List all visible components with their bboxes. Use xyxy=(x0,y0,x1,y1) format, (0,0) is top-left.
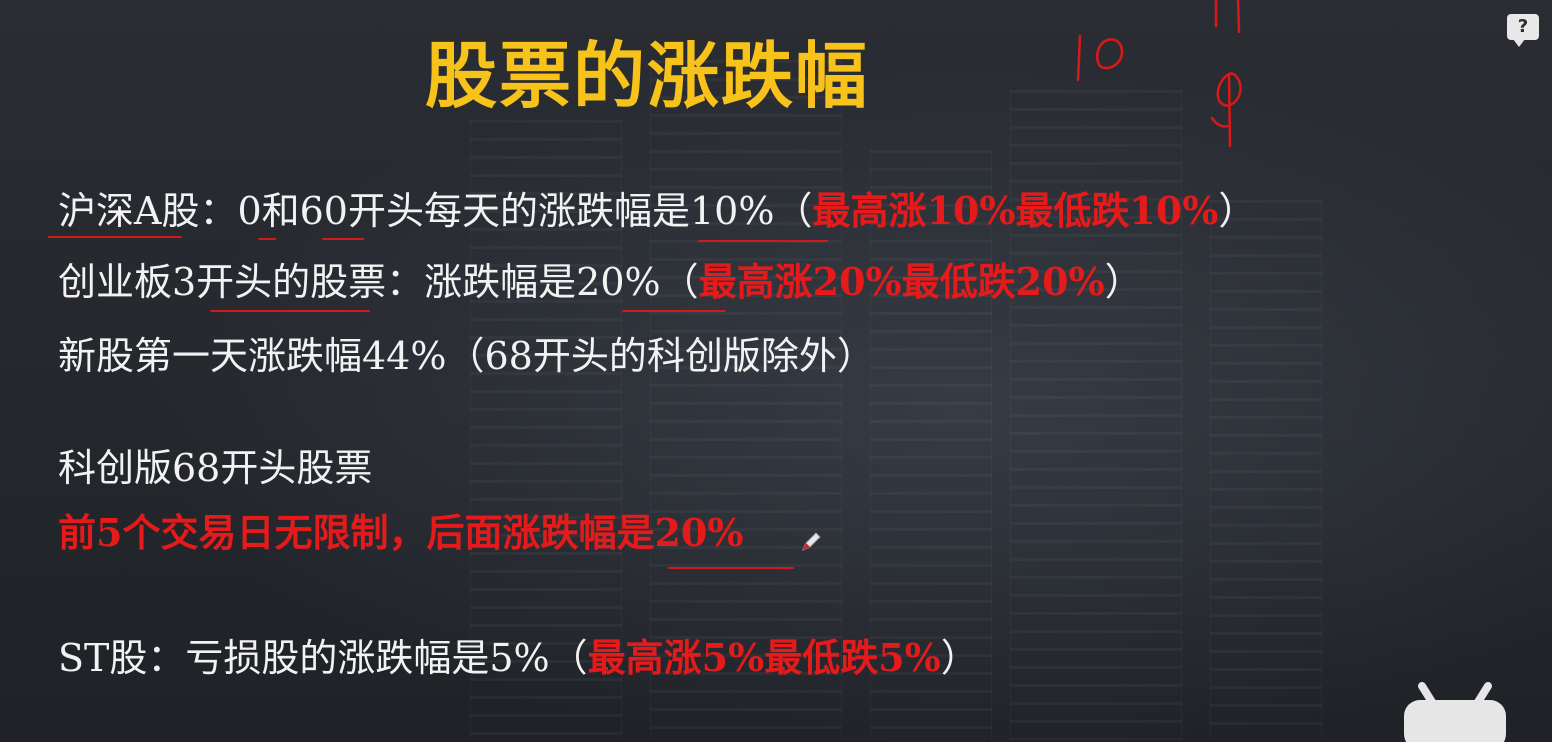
annotation-underline xyxy=(668,567,794,569)
handwriting-number-10: 10 xyxy=(0,0,2,1)
rule-hushen-a: 沪深A股：0和60开头每天的涨跌幅是10%（最高涨10%最低跌10%） xyxy=(58,186,1256,236)
annotation-underline xyxy=(258,238,276,240)
annotation-underline xyxy=(210,310,370,312)
background-building xyxy=(1210,200,1322,740)
rule-highlight: 最高涨5%最低跌5% xyxy=(587,635,941,680)
rule-highlight: 最高涨20%最低跌20% xyxy=(698,259,1105,304)
rule-suffix: ） xyxy=(1104,260,1143,304)
rule-suffix: ） xyxy=(1218,189,1257,233)
help-button[interactable]: ? xyxy=(1507,14,1539,47)
rule-highlight: 前5个交易日无限制，后面涨跌幅是20% xyxy=(58,510,744,555)
handwriting-number-11: 11 xyxy=(0,0,2,1)
rule-text: 科创版68开头股票 xyxy=(58,446,373,490)
rule-new-stock: 新股第一天涨跌幅44%（68开头的科创版除外） xyxy=(58,331,875,381)
background-building xyxy=(650,60,842,740)
annotation-underline xyxy=(698,240,828,242)
background-building xyxy=(1010,90,1182,740)
pen-cursor-icon xyxy=(802,532,821,551)
question-mark-icon: ? xyxy=(1517,16,1529,37)
rule-suffix: ） xyxy=(940,636,979,680)
rule-text: 创业板3开头的股票：涨跌幅是20%（ xyxy=(58,260,699,304)
rule-kechuang-detail: 前5个交易日无限制，后面涨跌幅是20% xyxy=(58,508,743,558)
rule-text: ST股：亏损股的涨跌幅是5%（ xyxy=(58,636,588,680)
rule-text: 新股第一天涨跌幅44%（68开头的科创版除外） xyxy=(58,334,875,378)
rule-st-stock: ST股：亏损股的涨跌幅是5%（最高涨5%最低跌5%） xyxy=(58,633,979,683)
background-building xyxy=(470,120,622,740)
background-building xyxy=(870,150,992,740)
rule-text: 沪深A股：0和60开头每天的涨跌幅是10%（ xyxy=(58,189,813,233)
rule-highlight: 最高涨10%最低跌10% xyxy=(812,188,1219,233)
rule-kechuang-heading: 科创版68开头股票 xyxy=(58,443,372,493)
slide-title: 股票的涨跌幅 xyxy=(425,34,870,118)
annotation-underline xyxy=(622,310,726,312)
annotation-underline xyxy=(322,238,364,240)
annotation-underline xyxy=(48,236,182,238)
rule-chuangye: 创业板3开头的股票：涨跌幅是20%（最高涨20%最低跌20%） xyxy=(58,257,1143,307)
tv-logo-icon xyxy=(1404,682,1506,742)
